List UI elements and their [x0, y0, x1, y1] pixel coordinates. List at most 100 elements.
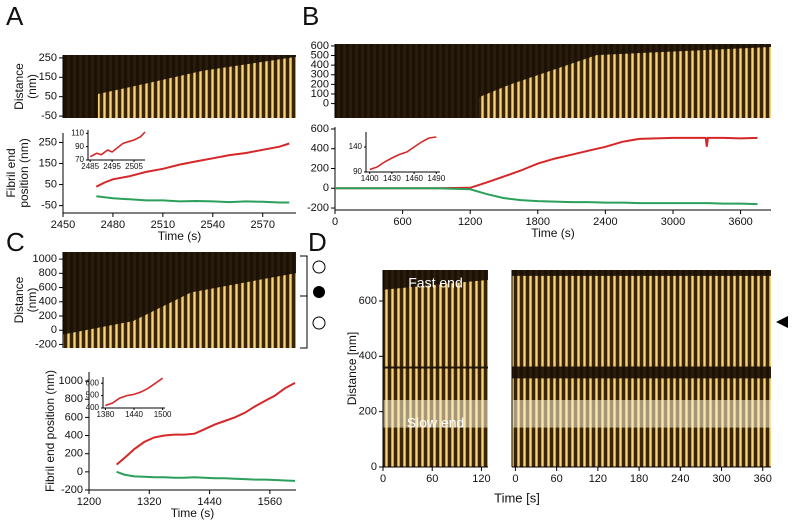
x-tick-label: 1320: [137, 496, 161, 508]
dark-region: [512, 270, 771, 276]
y-tick-label: 110: [71, 128, 84, 137]
y-tick-label: 0: [323, 97, 329, 109]
data-line: [369, 136, 437, 171]
x-tick-label: 2450: [51, 219, 75, 231]
y-axis-label: Distance [nm]: [345, 332, 359, 405]
x-tick-label: 2480: [101, 219, 125, 231]
data-line: [96, 195, 290, 204]
x-tick-label: 300: [712, 473, 730, 485]
y-tick-label: 70: [75, 155, 84, 164]
y-tick-label: 0: [77, 466, 83, 478]
inset-frame: [88, 130, 145, 160]
panel-label: A: [6, 1, 24, 31]
data-line: [116, 470, 296, 482]
y-tick-label: -200: [61, 484, 83, 496]
panel-label: C: [6, 227, 25, 257]
x-tick-label: 1200: [77, 496, 101, 508]
y-tick-label: 400: [39, 296, 57, 308]
y-axis-label: Distance: [12, 276, 26, 323]
x-tick-label: 600: [393, 216, 411, 228]
x-tick-label: 1200: [458, 216, 482, 228]
x-tick-label: 60: [426, 473, 438, 485]
x-tick-label: 2570: [250, 219, 274, 231]
x-tick-label: 0: [380, 473, 386, 485]
x-tick-label: 2505: [125, 162, 143, 171]
bright-band: [512, 400, 771, 428]
x-tick-label: 1400: [361, 174, 379, 183]
y-tick-label: 400: [65, 429, 83, 441]
annotation: Slow end: [407, 414, 465, 430]
data-line: [335, 187, 758, 206]
x-tick-label: 360: [754, 473, 772, 485]
x-tick-label: 1460: [405, 174, 423, 183]
y-tick-label: 0: [371, 461, 377, 473]
filled-circle: [313, 286, 325, 298]
panel-label: B: [302, 1, 319, 31]
dark-region: [335, 44, 771, 118]
x-axis-label: Time (s): [158, 229, 202, 243]
y-tick-label: -200: [307, 202, 329, 214]
y-tick-label: -50: [41, 200, 57, 212]
y-tick-label: 1000: [33, 253, 57, 265]
x-tick-label: 60: [551, 473, 563, 485]
y-tick-label: 400: [359, 350, 377, 362]
y-axis-label: position (nm): [17, 138, 31, 207]
y-tick-label: 200: [65, 448, 83, 460]
data-line: [89, 131, 146, 158]
bright-band: [383, 400, 488, 428]
y-tick-label: 800: [65, 393, 83, 405]
x-axis-label: Time (s): [171, 506, 215, 520]
dark-region: [63, 252, 296, 335]
x-tick-label: 0: [512, 473, 518, 485]
x-tick-label: 1380: [96, 410, 114, 419]
dark-region: [383, 366, 488, 369]
y-tick-label: 500: [86, 391, 100, 400]
y-tick-label: 600: [359, 295, 377, 307]
x-tick-label: 1430: [383, 174, 401, 183]
y-tick-label: 200: [311, 78, 329, 90]
open-circle: [312, 260, 326, 274]
panel-label: D: [308, 227, 327, 257]
open-circle: [312, 316, 326, 330]
x-tick-label: 1500: [154, 410, 172, 419]
y-tick-label: 400: [311, 143, 329, 155]
x-tick-label: 1800: [526, 216, 550, 228]
y-tick-label: 90: [75, 142, 84, 151]
y-tick-label: 250: [39, 52, 57, 64]
y-tick-label: 1000: [59, 375, 83, 387]
x-tick-label: 0: [332, 216, 338, 228]
y-tick-label: 0: [51, 324, 57, 336]
x-tick-label: 1490: [427, 174, 445, 183]
y-tick-label: 250: [39, 136, 57, 148]
y-tick-label: 50: [45, 178, 57, 190]
y-tick-label: 0: [323, 182, 329, 194]
data-line: [105, 377, 164, 407]
x-tick-label: 180: [630, 473, 648, 485]
y-tick-label: -200: [35, 338, 57, 350]
bracket: [300, 255, 308, 349]
y-tick-label: -50: [41, 110, 57, 122]
y-axis-label: Fibril end: [4, 148, 18, 197]
y-tick-label: 100: [311, 88, 329, 100]
y-tick-label: 50: [45, 91, 57, 103]
annotation: Fast end: [408, 274, 462, 290]
y-tick-label: 140: [349, 142, 363, 151]
y-axis-label: Distance: [12, 63, 26, 110]
x-tick-label: 240: [671, 473, 689, 485]
x-tick-label: 2495: [103, 162, 121, 171]
y-tick-label: 300: [311, 69, 329, 81]
x-tick-label: 1440: [197, 496, 221, 508]
x-tick-label: 1560: [258, 496, 282, 508]
y-tick-label: 200: [39, 310, 57, 322]
y-tick-label: 400: [311, 59, 329, 71]
x-axis-label: Time [s]: [494, 490, 540, 505]
y-tick-label: 600: [311, 40, 329, 52]
y-tick-label: 600: [65, 411, 83, 423]
y-tick-label: 500: [311, 49, 329, 61]
y-tick-label: 200: [311, 162, 329, 174]
y-tick-label: 600: [311, 123, 329, 135]
y-axis-label: Fibril end position (nm): [43, 370, 57, 492]
y-tick-label: 200: [359, 406, 377, 418]
x-tick-label: 1440: [125, 410, 143, 419]
